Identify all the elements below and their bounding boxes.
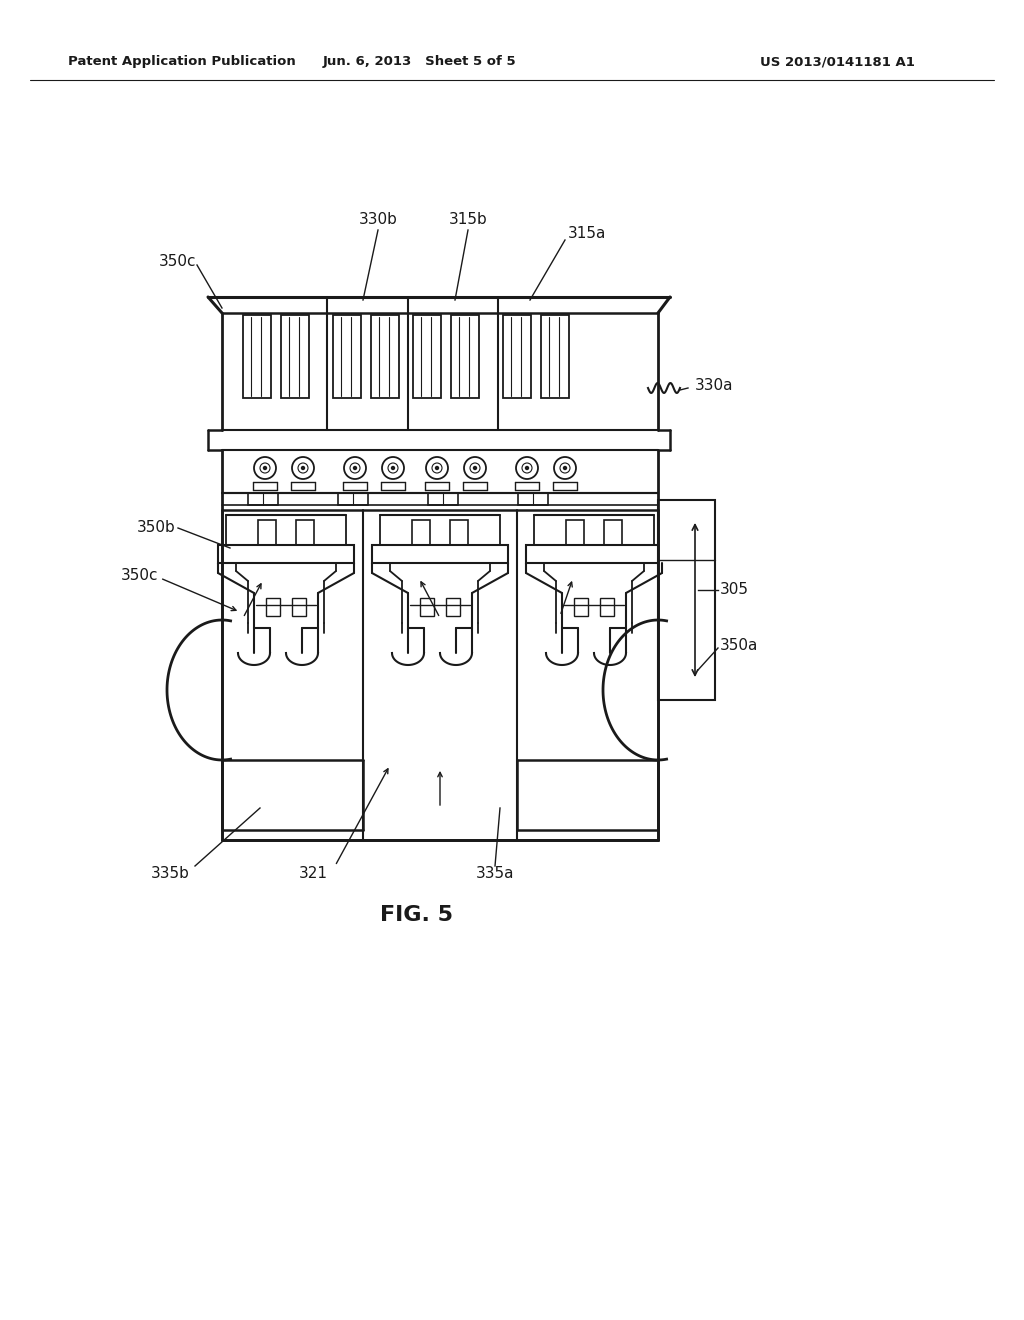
Bar: [541, 315, 569, 399]
Text: 315a: 315a: [568, 226, 606, 240]
Bar: [266, 598, 280, 616]
Bar: [412, 520, 430, 545]
Bar: [574, 598, 588, 616]
Circle shape: [525, 466, 528, 470]
Bar: [372, 545, 508, 564]
Circle shape: [344, 457, 366, 479]
Bar: [526, 545, 662, 564]
Text: 350c: 350c: [121, 568, 158, 582]
Text: 330a: 330a: [695, 378, 733, 392]
Circle shape: [516, 457, 538, 479]
Text: 350b: 350b: [137, 520, 176, 536]
Bar: [604, 520, 622, 545]
Circle shape: [260, 463, 270, 473]
Circle shape: [292, 457, 314, 479]
Circle shape: [563, 466, 566, 470]
Circle shape: [554, 457, 575, 479]
Bar: [658, 500, 715, 700]
Text: 335a: 335a: [476, 866, 514, 880]
Bar: [451, 315, 479, 399]
Bar: [446, 598, 460, 616]
Text: US 2013/0141181 A1: US 2013/0141181 A1: [760, 55, 914, 69]
Circle shape: [254, 457, 276, 479]
Text: 350a: 350a: [720, 638, 759, 652]
Circle shape: [560, 463, 570, 473]
Bar: [450, 520, 468, 545]
Bar: [333, 315, 361, 399]
Circle shape: [432, 463, 442, 473]
Circle shape: [391, 466, 394, 470]
Circle shape: [473, 466, 476, 470]
Circle shape: [353, 466, 356, 470]
Circle shape: [382, 457, 404, 479]
Bar: [600, 598, 614, 616]
Text: 350c: 350c: [159, 255, 196, 269]
Text: 330b: 330b: [358, 213, 397, 227]
Text: 305: 305: [720, 582, 749, 598]
Circle shape: [470, 463, 480, 473]
Bar: [281, 315, 309, 399]
Bar: [566, 520, 584, 545]
Text: Patent Application Publication: Patent Application Publication: [68, 55, 296, 69]
Text: FIG. 5: FIG. 5: [381, 906, 454, 925]
Circle shape: [263, 466, 266, 470]
Circle shape: [298, 463, 308, 473]
Circle shape: [426, 457, 449, 479]
Text: 321: 321: [299, 866, 328, 880]
Circle shape: [301, 466, 304, 470]
Text: 335b: 335b: [151, 866, 189, 880]
Bar: [243, 315, 271, 399]
Bar: [248, 492, 278, 506]
Bar: [296, 520, 314, 545]
Bar: [518, 492, 548, 506]
Bar: [292, 598, 306, 616]
Circle shape: [435, 466, 438, 470]
Circle shape: [464, 457, 486, 479]
Text: 315b: 315b: [449, 213, 487, 227]
Circle shape: [388, 463, 398, 473]
Bar: [218, 545, 354, 564]
Bar: [371, 315, 399, 399]
Bar: [503, 315, 531, 399]
Circle shape: [350, 463, 360, 473]
Bar: [413, 315, 441, 399]
Bar: [258, 520, 276, 545]
Bar: [420, 598, 434, 616]
Text: Jun. 6, 2013   Sheet 5 of 5: Jun. 6, 2013 Sheet 5 of 5: [324, 55, 517, 69]
Bar: [338, 492, 368, 506]
Circle shape: [522, 463, 532, 473]
Bar: [428, 492, 458, 506]
